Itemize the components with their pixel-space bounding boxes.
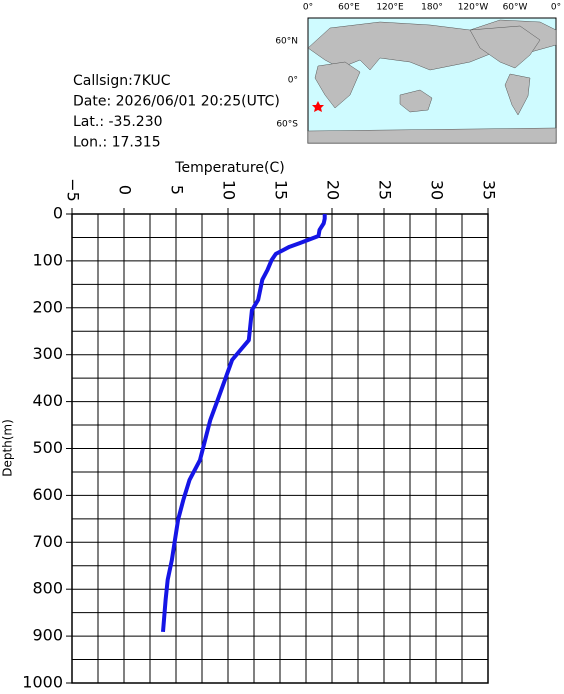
- land-north-america: [469, 25, 541, 69]
- profile-line: [161, 214, 327, 633]
- map-lon-label: 120°W: [458, 3, 489, 13]
- x-tick-label: 35: [480, 180, 499, 200]
- y-tick-label: 700: [32, 532, 63, 551]
- map-lon-label: 0°: [551, 3, 561, 13]
- info-text: Callsign:7KUC: [73, 73, 171, 89]
- x-tick-label: 25: [376, 180, 395, 200]
- y-tick-label: 600: [32, 485, 63, 504]
- x-tick-label: 15: [272, 180, 291, 200]
- x-tick-label: 5: [168, 185, 187, 195]
- x-tick-label: 20: [324, 180, 343, 200]
- x-tick-label: 10: [220, 180, 239, 200]
- y-tick-label: 0: [53, 204, 63, 223]
- map-lon-label: 60°E: [338, 3, 360, 13]
- x-tick-label: 30: [428, 180, 447, 200]
- map-lon-label: 0°: [303, 3, 313, 13]
- map-lon-label: 120°E: [376, 3, 404, 13]
- y-tick-label: 100: [32, 250, 63, 269]
- y-tick-label: 300: [32, 344, 63, 363]
- map-lon-label: 180°: [421, 3, 443, 13]
- land-australia: [399, 89, 433, 113]
- world-map: [307, 17, 557, 144]
- map-lat-label: 0°: [288, 76, 298, 86]
- location-marker: [312, 101, 324, 112]
- map-lon-label: 60°W: [503, 3, 528, 13]
- land-south-america: [504, 73, 531, 116]
- land-africa: [314, 61, 361, 109]
- x-tick-label: 0: [116, 185, 135, 195]
- y-tick-label: 200: [32, 297, 63, 316]
- y-axis-label: Depth(m): [1, 419, 15, 477]
- y-tick-label: 800: [32, 579, 63, 598]
- y-tick-label: 900: [32, 626, 63, 645]
- info-text: Lon.: 17.315: [73, 135, 161, 151]
- x-axis-label: Temperature(C): [174, 160, 284, 176]
- map-lat-label: 60°N: [275, 37, 298, 47]
- x-tick-label: −5: [64, 178, 83, 202]
- map-lat-label: 60°S: [276, 120, 298, 130]
- info-text: Lat.: -35.230: [73, 114, 163, 130]
- y-tick-label: 400: [32, 391, 63, 410]
- land-antarctica: [307, 127, 557, 144]
- y-tick-label: 500: [32, 438, 63, 457]
- y-tick-label: 1000: [22, 673, 63, 691]
- info-text: Date: 2026/06/01 20:25(UTC): [73, 94, 280, 110]
